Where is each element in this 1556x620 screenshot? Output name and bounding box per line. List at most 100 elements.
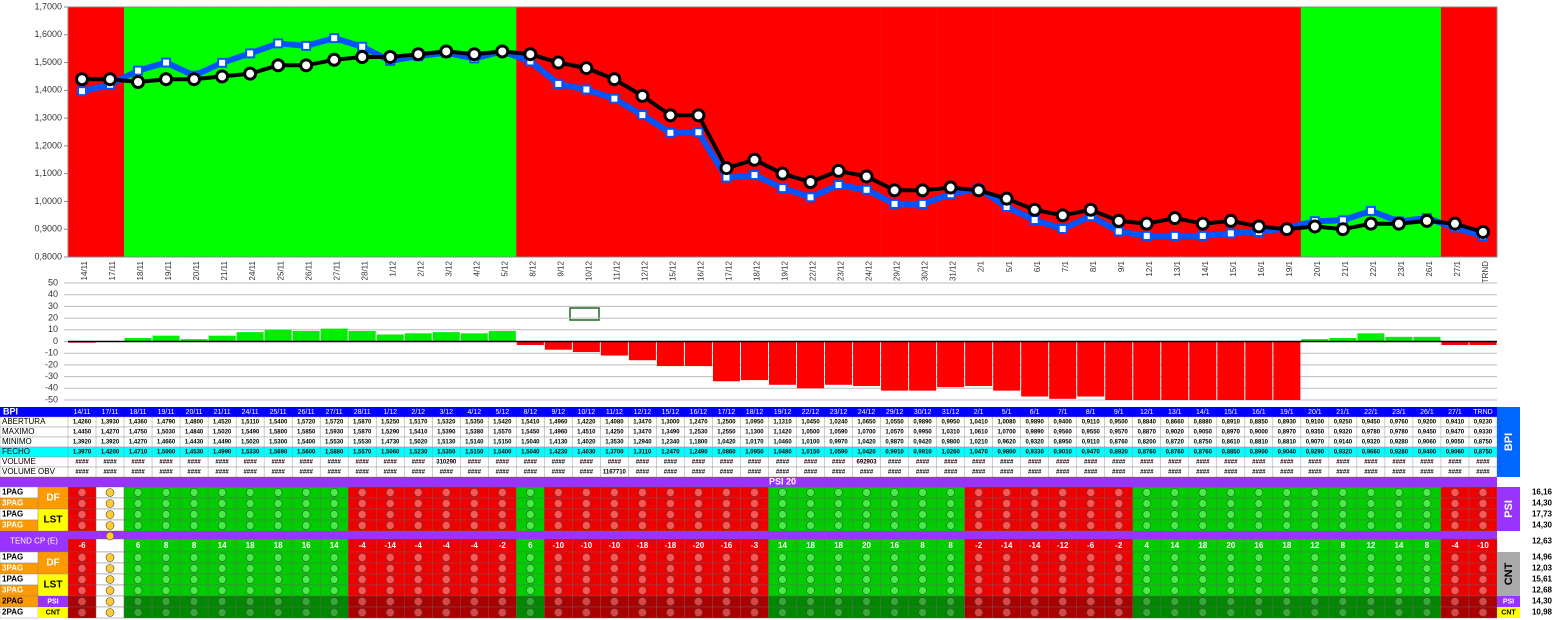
row-label: MINIMO <box>2 437 32 446</box>
cell: #### <box>299 470 313 476</box>
cell: 1,0570 <box>885 430 904 436</box>
signal-dot <box>918 510 927 519</box>
bar <box>712 341 740 382</box>
signal-dot <box>666 499 675 508</box>
group-label: LST <box>44 580 63 591</box>
signal-dot <box>357 597 367 606</box>
cell: 1,5040 <box>521 450 540 456</box>
cell: 0,8660 <box>1166 420 1185 426</box>
price-band <box>460 7 489 257</box>
signal-dot <box>638 488 647 497</box>
cell: 0,9500 <box>1110 420 1129 426</box>
cell: 1,5600 <box>297 450 316 456</box>
signal-dot <box>1058 597 1067 606</box>
row-label: 3PAG <box>2 499 23 508</box>
cell: 0,9560 <box>1054 430 1073 436</box>
cell: 0,8850 <box>1222 450 1241 456</box>
signal-dot <box>750 499 759 508</box>
signal-dot <box>694 608 703 617</box>
cell: 1,0150 <box>801 450 820 456</box>
signal-dot <box>441 510 451 519</box>
signal-dot <box>1198 488 1208 497</box>
signal-dot <box>245 608 255 617</box>
y-tick-label: -10 <box>45 348 58 358</box>
x-tick-label: 23/1 <box>1397 260 1406 276</box>
price-band <box>320 7 349 257</box>
price-band <box>628 7 657 257</box>
cell: 0,9280 <box>1390 450 1409 456</box>
signal-dot <box>385 499 395 508</box>
bar <box>152 335 180 342</box>
table-date: 2/1 <box>974 409 984 416</box>
signal-dot <box>1086 586 1096 595</box>
series-marker <box>1365 205 1376 216</box>
signal-dot <box>77 586 87 595</box>
signal-dot <box>1394 521 1404 530</box>
signal-dot <box>918 608 927 617</box>
signal-dot <box>77 488 87 497</box>
cell: 692903 <box>857 460 878 466</box>
cell: #### <box>1224 460 1238 466</box>
cell: 1,2940 <box>633 440 652 446</box>
x-tick-label: 20/11 <box>192 260 201 280</box>
x-tick-label: 21/1 <box>1341 260 1350 276</box>
cell: 0,9050 <box>1194 430 1213 436</box>
cell: 1,0590 <box>829 430 848 436</box>
cell: #### <box>1420 470 1434 476</box>
cell: #### <box>1196 470 1210 476</box>
cell: #### <box>1252 470 1266 476</box>
series-marker <box>411 47 426 62</box>
signal-dot <box>806 553 815 562</box>
signal-dot <box>554 488 563 497</box>
signal-dot <box>834 586 843 595</box>
cell: #### <box>187 470 201 476</box>
signal-dot <box>385 608 395 617</box>
signal-dot <box>582 564 591 573</box>
signal-dot <box>329 553 339 562</box>
signal-dot <box>526 586 535 595</box>
signal-dot <box>245 499 255 508</box>
row-label: 2PAG <box>2 608 23 617</box>
signal-dot <box>1030 488 1039 497</box>
cell: #### <box>496 460 510 466</box>
y-tick-label: 10 <box>48 324 58 334</box>
cell: #### <box>412 460 426 466</box>
bar <box>1385 336 1413 342</box>
signal-dot <box>1170 510 1180 519</box>
group-label: DF <box>46 493 59 504</box>
x-tick-label: 24/12 <box>865 260 874 281</box>
cell: 0,8810 <box>1250 440 1269 446</box>
signal-dot <box>498 575 507 584</box>
cell: 0,9010 <box>1054 450 1073 456</box>
x-tick-label: 14/1 <box>1201 260 1210 276</box>
signal-dot <box>666 488 675 497</box>
cell: #### <box>608 460 622 466</box>
signal-dot <box>554 564 563 573</box>
cell: 1,5030 <box>157 430 176 436</box>
signal-dot <box>582 499 591 508</box>
signal-dot <box>806 521 815 530</box>
signal-dot <box>862 521 871 530</box>
signal-dot <box>778 553 787 562</box>
bar <box>1301 339 1329 342</box>
signal-dot <box>1366 510 1376 519</box>
series-marker <box>943 180 958 195</box>
signal-dot <box>1170 521 1180 530</box>
signal-dot <box>301 510 311 519</box>
cell: 1,2470 <box>661 450 680 456</box>
signal-dot <box>1282 564 1292 573</box>
table-date: 12/12 <box>634 409 652 416</box>
row-tag: CNT <box>1501 609 1516 616</box>
series-marker <box>271 58 286 73</box>
signal-dot <box>105 488 115 497</box>
price-band <box>908 7 937 257</box>
tend-value: -10 <box>553 541 565 550</box>
cell: 1,5850 <box>297 430 316 436</box>
signal-dot <box>1310 521 1320 530</box>
cell: 1,3970 <box>73 450 92 456</box>
x-tick-label: 1/12 <box>388 260 397 276</box>
series-marker <box>1391 216 1406 231</box>
signal-dot <box>329 564 339 573</box>
x-tick-label: 15/12 <box>669 260 678 281</box>
x-tick-label: 7/1 <box>1061 260 1070 272</box>
